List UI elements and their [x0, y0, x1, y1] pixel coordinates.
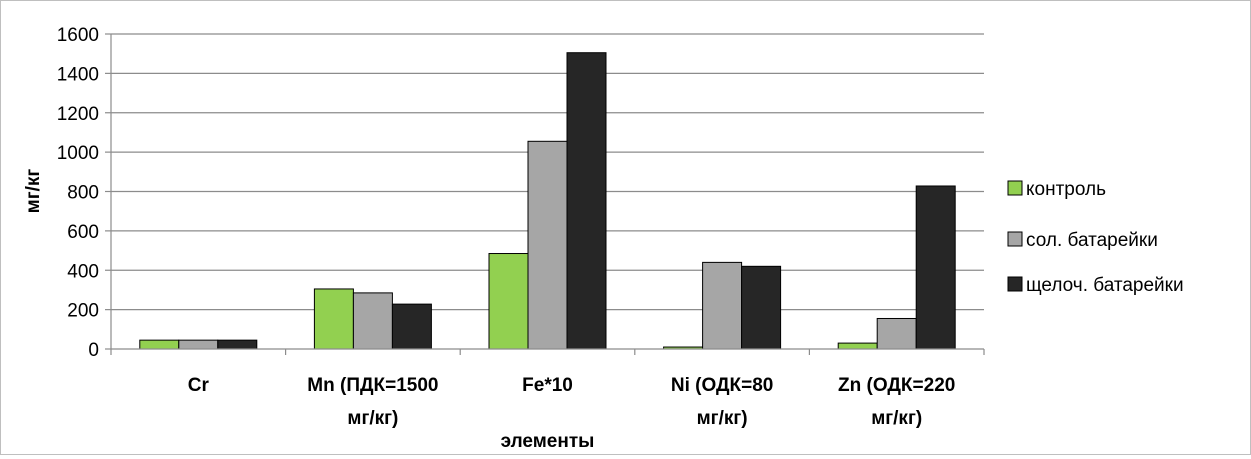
y-tick-label: 600 — [67, 222, 99, 243]
legend-swatch — [1007, 276, 1023, 292]
legend-swatch — [1007, 180, 1023, 196]
x-tick-label: мг/кг) — [347, 408, 398, 429]
x-tick-label: Fe*10 — [522, 375, 573, 396]
x-tick-label: мг/кг) — [871, 408, 922, 429]
bar-щелоч-батарейки-1 — [391, 303, 432, 350]
bars — [139, 52, 956, 350]
y-tick-label: 0 — [88, 340, 99, 361]
x-axis-title: элементы — [501, 431, 595, 452]
bar-контроль-2 — [488, 253, 529, 350]
bar-сол-батарейки-1 — [352, 292, 393, 350]
legend: контроль сол. батарейки щелоч. батарейки — [1007, 179, 1184, 296]
y-tick-label: 1000 — [57, 143, 99, 164]
x-tick-labels: Cr Mn (ПДК=1500 мг/кг) Fe*10 Ni (ОДК=80 мг/кг… — [110, 349, 985, 429]
legend-swatch — [1007, 231, 1023, 247]
legend-label: контроль — [1026, 179, 1106, 200]
bar-сол-батарейки-3 — [702, 261, 743, 350]
bar-щелоч-батарейки-4 — [915, 185, 956, 350]
y-tick-label: 400 — [67, 261, 99, 282]
bar-сол-батарейки-2 — [527, 140, 568, 350]
y-tick-label: 200 — [67, 301, 99, 322]
y-tick-label: 800 — [67, 183, 99, 204]
y-axis-title: мг/кг — [23, 169, 44, 214]
bar-щелоч-батарейки-3 — [741, 265, 782, 350]
bar-сол-батарейки-0 — [178, 339, 219, 350]
legend-label: щелоч. батарейки — [1026, 275, 1184, 296]
bar-щелоч-батарейки-2 — [566, 52, 607, 350]
x-tick-label: Mn (ПДК=1500 — [307, 375, 438, 396]
x-tick-label: Ni (ОДК=80 — [671, 375, 774, 396]
x-tick-label: Cr — [188, 375, 210, 396]
y-tick-label: 1600 — [57, 25, 99, 46]
bar-контроль-1 — [313, 288, 354, 350]
x-tick-label: Zn (ОДК=220 — [838, 375, 955, 396]
y-tick-label: 1200 — [57, 104, 99, 125]
bar-контроль-0 — [139, 339, 180, 350]
bar-сол-батарейки-4 — [876, 317, 917, 350]
y-tick-labels: 0 200 400 600 800 1000 1200 1400 1600 — [57, 25, 111, 361]
legend-label: сол. батарейки — [1026, 230, 1158, 251]
bar-щелоч-батарейки-0 — [217, 339, 258, 350]
y-tick-label: 1400 — [57, 64, 99, 85]
bar-контроль-4 — [837, 342, 878, 350]
x-tick-label: мг/кг) — [697, 408, 748, 429]
